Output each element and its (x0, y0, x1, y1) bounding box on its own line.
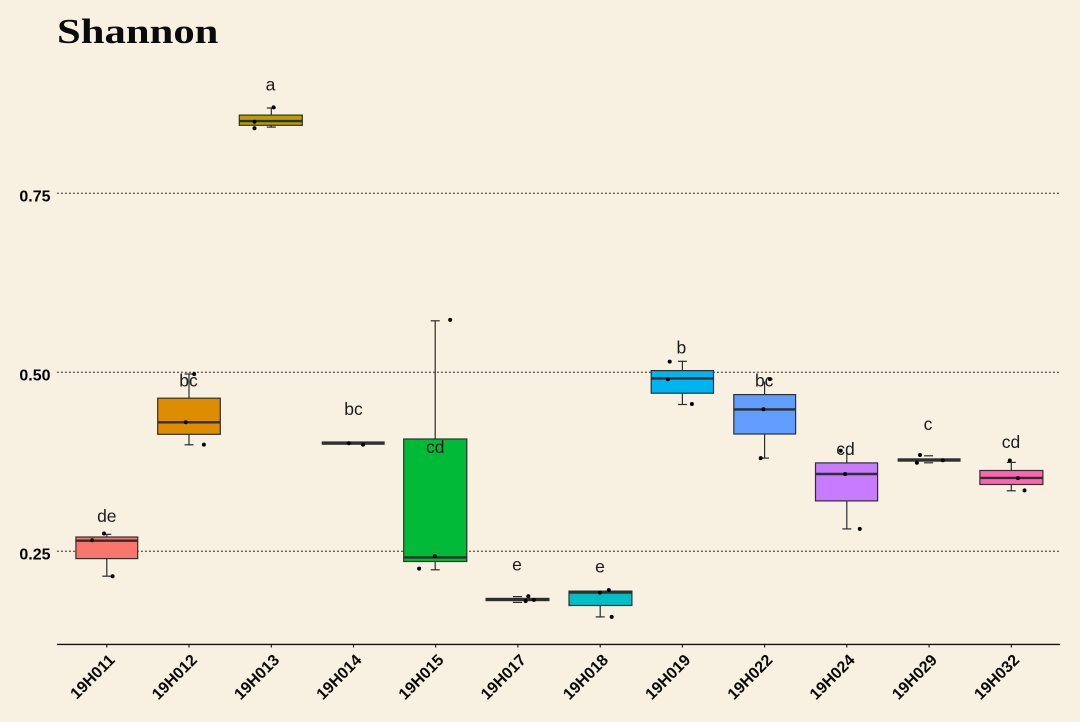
svg-text:c: c (924, 414, 933, 434)
svg-text:e: e (595, 556, 605, 576)
svg-text:b: b (677, 338, 687, 358)
svg-text:a: a (266, 75, 276, 95)
svg-text:cd: cd (836, 439, 854, 459)
svg-text:cd: cd (1002, 432, 1020, 452)
svg-text:0.50: 0.50 (19, 367, 50, 384)
svg-text:bc: bc (179, 371, 198, 391)
svg-text:Shannon: Shannon (57, 13, 219, 52)
svg-text:bc: bc (755, 371, 774, 391)
svg-text:e: e (512, 555, 522, 575)
svg-text:cd: cd (426, 437, 444, 457)
svg-text:0.25: 0.25 (19, 546, 50, 563)
svg-text:0.75: 0.75 (19, 188, 50, 205)
svg-text:bc: bc (344, 399, 363, 419)
svg-text:de: de (97, 506, 116, 526)
